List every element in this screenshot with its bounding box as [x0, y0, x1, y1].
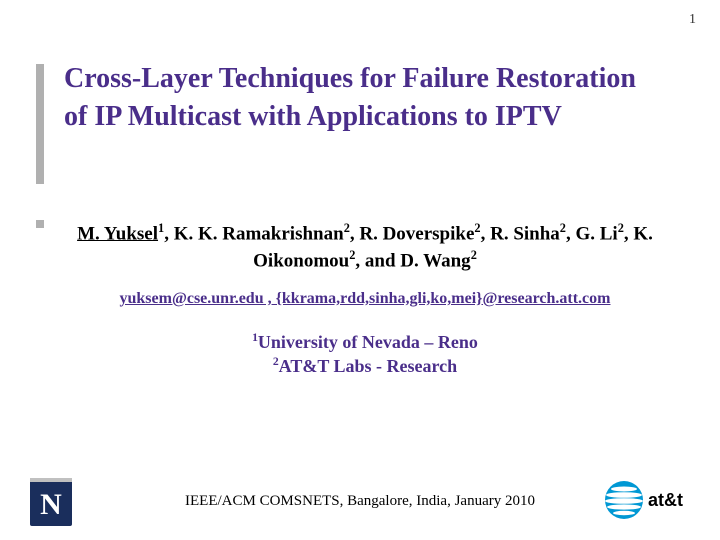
att-text: at&t — [648, 490, 683, 511]
att-logo: at&t — [604, 474, 696, 526]
author-emails: yuksem@cse.unr.edu , {kkrama,rdd,sinha,g… — [60, 290, 670, 308]
content-accent-square — [36, 220, 44, 228]
svg-text:N: N — [40, 488, 62, 521]
affiliation-2: AT&T Labs - Research — [279, 356, 458, 376]
title-accent-bar — [36, 64, 44, 184]
nevada-logo: N — [30, 472, 72, 526]
slide-number: 1 — [689, 12, 696, 28]
att-globe-icon — [604, 480, 644, 520]
authors-list: M. Yuksel1, K. K. Ramakrishnan2, R. Dove… — [60, 220, 670, 274]
slide-title: Cross-Layer Techniques for Failure Resto… — [64, 60, 664, 136]
affiliations: 1University of Nevada – Reno 2AT&T Labs … — [60, 330, 670, 379]
affiliation-1: University of Nevada – Reno — [258, 332, 478, 352]
